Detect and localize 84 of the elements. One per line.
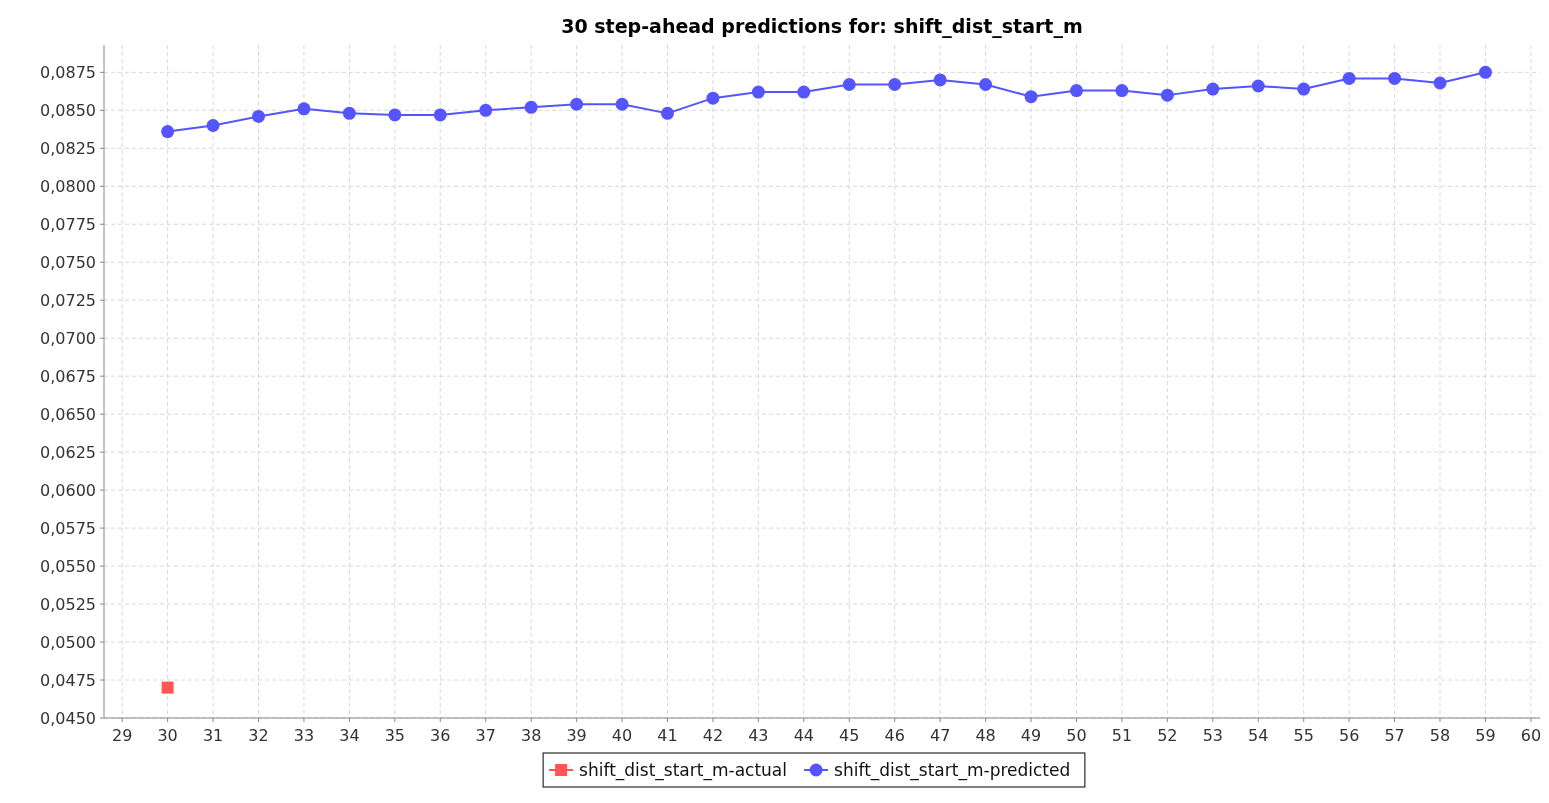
x-tick-label: 56 [1338,726,1360,745]
point [342,106,356,120]
x-tick-label: 42 [702,726,724,745]
x-tick-label: 30 [157,726,178,745]
y-tick-label: 0,0875 [40,62,96,82]
x-tick-label: 44 [793,726,814,745]
point [706,91,720,105]
point [1297,82,1311,96]
x-tick-label: 58 [1429,726,1451,745]
x-tick-label: 41 [657,726,678,745]
point [888,78,902,91]
point [570,97,584,111]
y-tick-label: 0,0800 [40,176,96,196]
x-tick-label: 60 [1520,726,1542,745]
x-tick-label: 29 [112,726,133,745]
chart-title: 30 step-ahead predictions for: shift_dist_start_m [561,15,1083,38]
y-tick-label: 0,0550 [40,556,96,576]
legend-label: shift_dist_start_m-actual [579,759,787,781]
point [388,108,402,122]
x-tick-label: 51 [1111,726,1133,745]
x-tick-label: 45 [839,726,860,745]
y-tick-label: 0,0650 [40,404,96,424]
point [433,108,447,122]
point [161,681,174,694]
point [1433,76,1447,90]
y-tick-label: 0,0850 [40,100,96,120]
x-tick-label: 34 [339,726,360,745]
point [297,102,311,116]
y-tick-label: 0,0450 [40,708,96,728]
x-tick-label: 50 [1066,726,1087,745]
x-tick-label: 48 [975,726,996,745]
x-tick-label: 40 [611,726,633,745]
point [252,109,266,123]
x-tick-label: 54 [1248,726,1269,745]
point [615,97,629,111]
y-tick-label: 0,0675 [40,366,96,386]
point [1069,84,1083,98]
point [1206,82,1220,96]
point [797,85,811,99]
point [933,73,947,87]
y-tick-label: 0,0725 [40,290,96,310]
point [1160,88,1174,102]
point [479,103,493,117]
point [842,78,856,91]
point [161,125,175,139]
x-tick-label: 33 [293,726,315,745]
x-tick-label: 57 [1384,726,1405,745]
point [660,106,674,120]
point [524,100,538,114]
y-tick-label: 0,0700 [40,328,96,348]
x-tick-label: 37 [475,726,496,745]
x-tick-label: 59 [1475,726,1496,745]
point [1251,79,1265,93]
point [979,78,993,91]
y-tick-label: 0,0775 [40,214,96,234]
y-tick-label: 0,0625 [40,442,96,462]
y-tick-label: 0,0525 [40,594,96,614]
point [1115,84,1129,98]
point [1024,90,1038,104]
x-tick-label: 32 [248,726,269,745]
legend-label: shift_dist_start_m-predicted [834,759,1071,781]
x-tick-label: 36 [430,726,451,745]
x-tick-label: 31 [202,726,224,745]
x-tick-label: 46 [884,726,905,745]
x-tick-label: 43 [748,726,769,745]
x-tick-label: 53 [1202,726,1223,745]
x-tick-label: 39 [566,726,587,745]
point [1478,65,1492,79]
y-tick-label: 0,0750 [40,252,96,272]
x-tick-label: 49 [1020,726,1042,745]
x-tick-label: 47 [929,726,951,745]
point [751,85,765,99]
x-tick-label: 38 [520,726,542,745]
x-tick-label: 52 [1157,726,1178,745]
y-tick-label: 0,0825 [40,138,96,158]
y-tick-label: 0,0575 [40,518,96,538]
point [206,119,220,133]
y-tick-label: 0,0500 [40,632,96,652]
y-tick-label: 0,0475 [40,670,96,690]
point [1342,71,1356,85]
x-tick-label: 55 [1293,726,1314,745]
point [1388,71,1402,85]
y-tick-label: 0,0600 [40,480,96,500]
x-tick-label: 35 [384,726,406,745]
